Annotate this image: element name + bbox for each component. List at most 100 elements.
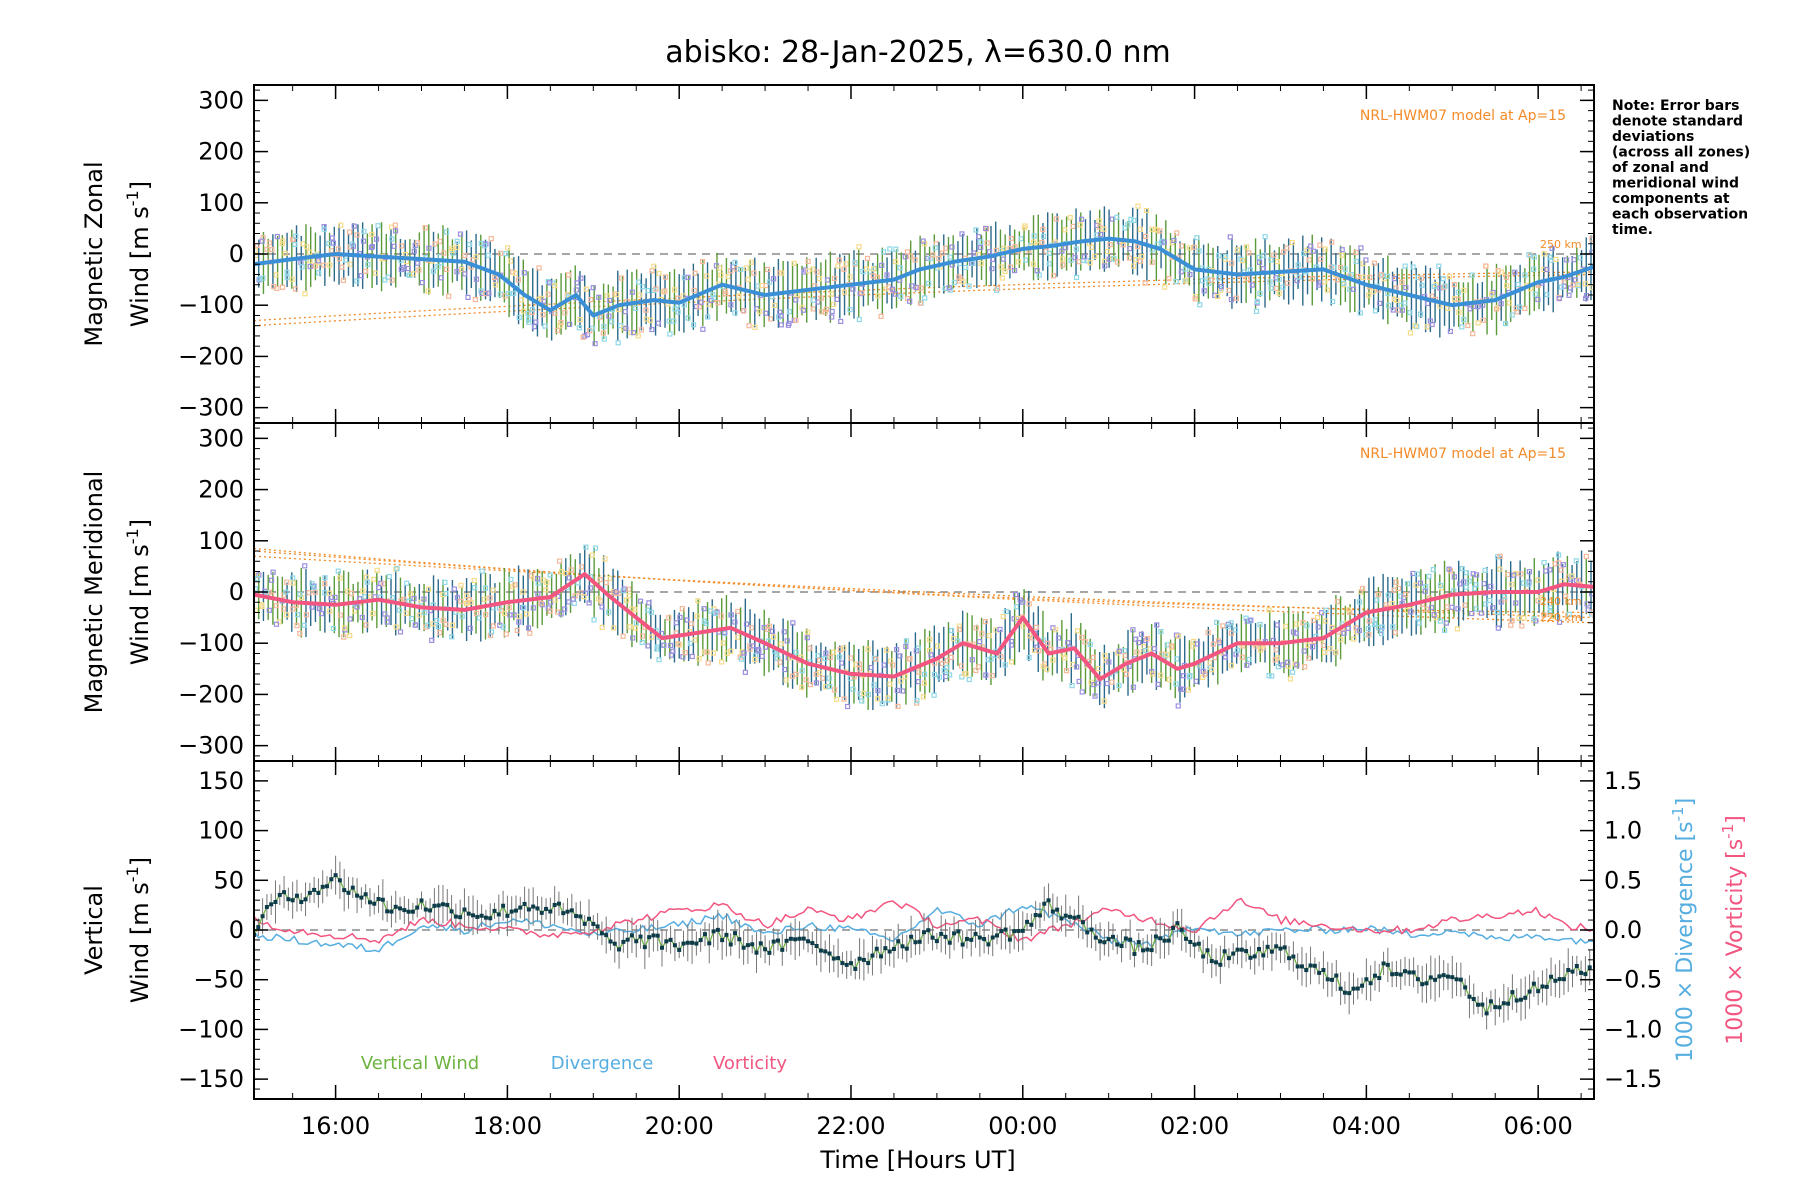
zone-point — [694, 613, 700, 619]
zone-point — [1399, 279, 1405, 285]
vertical-wind-point — [1463, 985, 1468, 990]
zone-point — [830, 301, 837, 308]
vertical-wind-point — [814, 944, 819, 949]
vertical-wind-point — [1561, 977, 1566, 982]
zone-point — [1053, 216, 1059, 222]
vertical-wind-point — [303, 897, 308, 902]
vertical-wind-point — [320, 884, 325, 889]
zone-point — [704, 273, 710, 279]
zone-point — [1451, 574, 1457, 580]
left-tick-label: −50 — [193, 966, 244, 994]
zone-point — [942, 245, 949, 251]
zone-point — [1531, 616, 1537, 622]
zone-point — [1271, 252, 1277, 258]
vertical-wind-point — [1420, 982, 1425, 987]
zone-point — [635, 279, 642, 285]
zone-point — [363, 574, 369, 580]
zone-point — [1308, 243, 1314, 249]
zone-point — [743, 265, 749, 271]
zone-point — [1541, 251, 1547, 257]
zone-point — [931, 671, 938, 678]
zone-point — [745, 276, 751, 283]
zone-point — [1179, 243, 1185, 249]
vertical-wind-point — [629, 933, 634, 938]
vertical-wind-point — [891, 947, 896, 952]
zone-point — [397, 629, 404, 635]
vertical-wind-point — [922, 930, 926, 935]
zone-point — [1310, 248, 1316, 254]
zone-point — [512, 582, 518, 588]
zone-point — [1040, 233, 1047, 239]
zone-point — [589, 552, 595, 558]
vertical-wind-point — [256, 925, 261, 930]
zone-point — [348, 590, 355, 597]
zone-point — [841, 289, 848, 295]
zone-point — [1333, 649, 1339, 655]
zone-point — [799, 684, 805, 691]
zone-point — [290, 575, 296, 581]
zone-point — [521, 270, 527, 276]
zone-point — [1518, 571, 1524, 577]
vertical-wind-point — [1063, 913, 1068, 918]
vertical-wind-point — [385, 909, 390, 914]
zone-point — [711, 295, 717, 301]
zone-point — [1363, 257, 1369, 263]
zone-point — [1284, 280, 1291, 286]
vertical-wind-point — [1046, 898, 1051, 903]
zone-point — [864, 255, 871, 262]
zone-point — [850, 686, 856, 692]
vertical-wind-point — [823, 949, 828, 954]
zone-point — [856, 316, 862, 323]
zone-point — [1139, 253, 1145, 260]
vertical-wind-point — [1394, 971, 1399, 976]
zone-point — [1036, 648, 1042, 654]
zone-point — [1169, 643, 1175, 649]
vertical-wind-point — [1484, 1011, 1489, 1016]
zone-point — [1399, 307, 1405, 313]
zone-point — [600, 330, 606, 336]
vertical-wind-point — [569, 908, 574, 913]
zone-point — [1487, 597, 1493, 604]
zone-point — [976, 234, 982, 240]
zone-point — [347, 261, 353, 267]
vertical-wind-point — [376, 897, 381, 902]
zone-point — [813, 680, 820, 686]
zone-point — [1304, 623, 1310, 629]
vertical-wind-point — [355, 893, 360, 898]
zone-point — [1304, 247, 1310, 253]
vertical-wind-point — [698, 938, 703, 943]
zone-point — [458, 598, 464, 605]
zone-point — [533, 319, 539, 325]
vertical-wind-point — [651, 933, 656, 938]
zone-point — [1531, 266, 1537, 272]
zone-point — [404, 580, 410, 586]
zone-point — [1196, 663, 1203, 669]
zone-point — [635, 333, 641, 339]
zone-point — [1233, 295, 1239, 301]
right-tick-label: −1.0 — [1604, 1015, 1662, 1043]
zone-point — [836, 654, 843, 660]
zone-point — [912, 257, 918, 263]
zone-point — [1181, 673, 1187, 679]
zone-point — [487, 595, 493, 601]
zone-point — [907, 253, 914, 259]
vertical-wind-point — [1510, 990, 1515, 995]
vertical-wind-point — [711, 929, 716, 934]
zone-point — [483, 611, 489, 618]
zone-point — [1583, 293, 1590, 299]
zone-point — [1423, 584, 1429, 590]
zone-point — [389, 595, 396, 601]
zone-point — [836, 257, 842, 263]
zone-point — [1136, 639, 1142, 646]
vertical-wind-point — [866, 961, 871, 966]
zone-point — [360, 238, 367, 244]
zone-point — [1470, 571, 1476, 577]
zone-point — [443, 266, 450, 273]
vertical-wind-point — [325, 884, 330, 889]
zone-point — [516, 613, 522, 620]
zone-point — [500, 624, 506, 630]
zone-point — [835, 263, 841, 269]
zone-point — [1022, 223, 1028, 229]
vertical-wind-point — [1175, 921, 1180, 926]
zone-point — [570, 596, 576, 602]
